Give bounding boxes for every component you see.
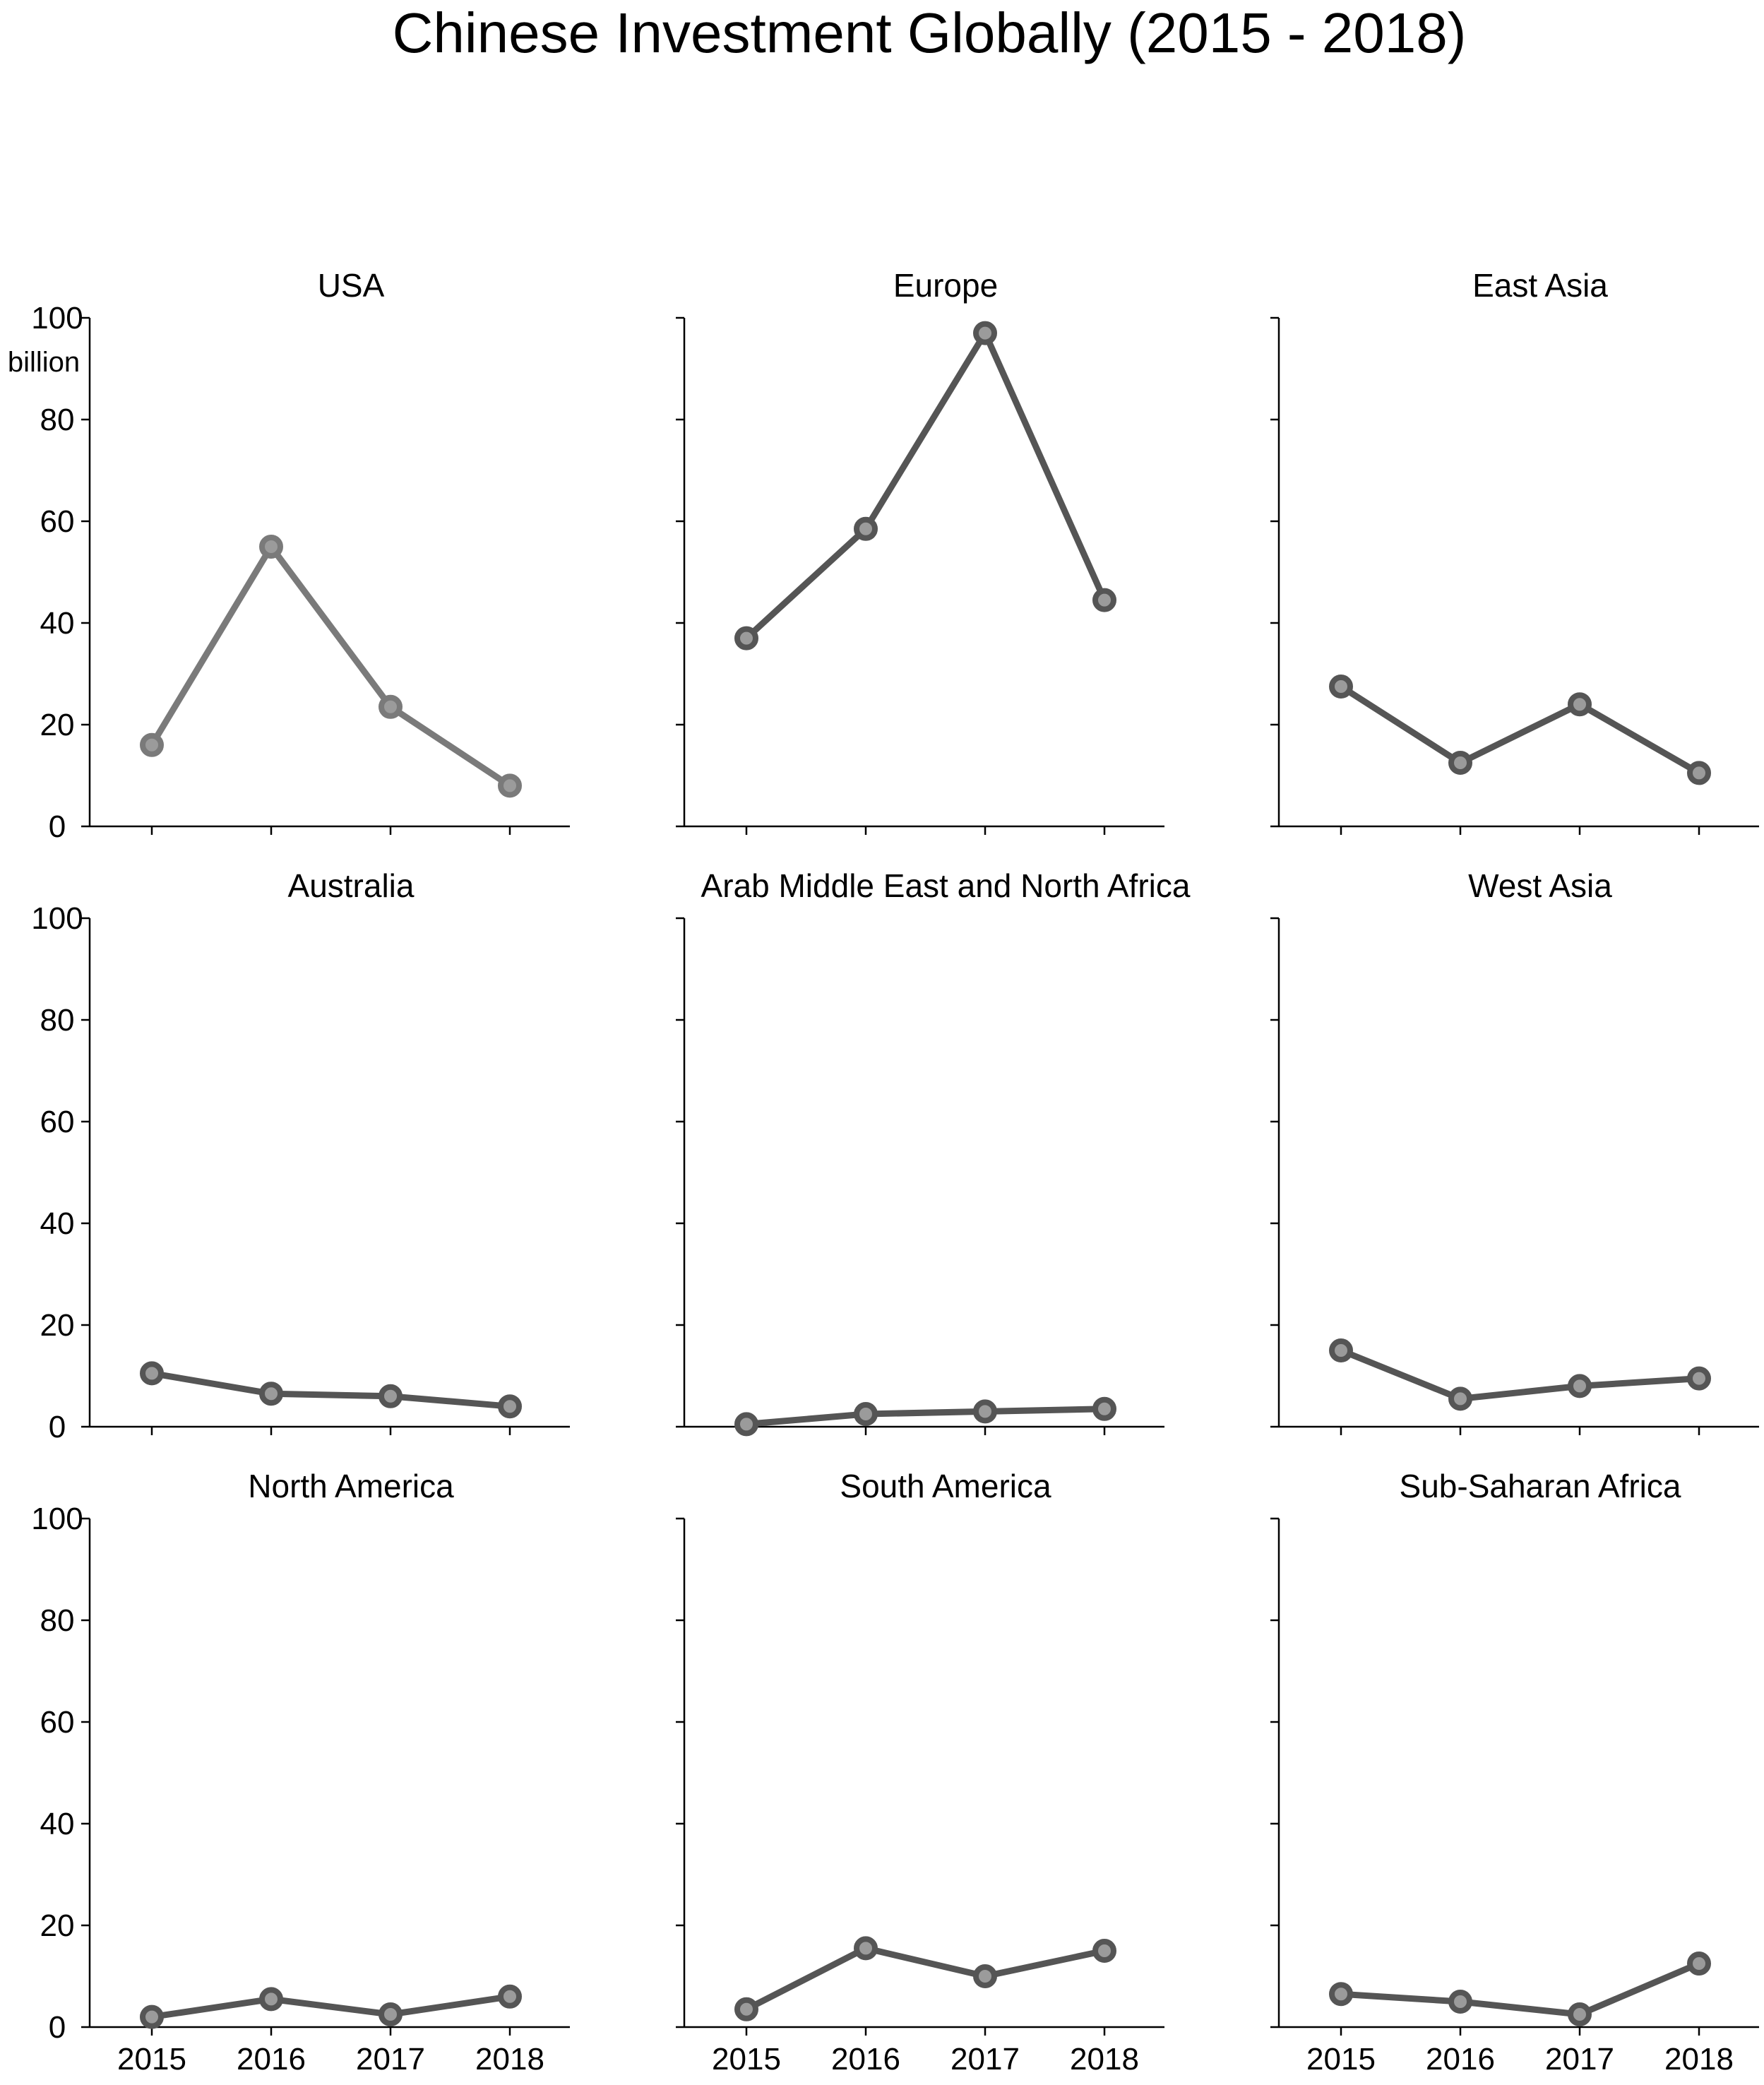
- data-point: [734, 1997, 758, 2021]
- x-tick-label: 2015: [712, 2042, 781, 2077]
- panel-title: West Asia: [1468, 867, 1612, 904]
- series-line: [743, 330, 1108, 642]
- panel-title: South America: [840, 1468, 1051, 1504]
- y-tick-label: 60: [40, 1105, 75, 1139]
- data-point: [973, 1964, 997, 1988]
- y-tick-label: 20: [40, 1308, 75, 1343]
- data-point: [140, 2004, 164, 2029]
- data-point: [734, 1412, 758, 1437]
- series-line: [148, 1993, 513, 2021]
- data-point: [973, 321, 997, 345]
- panel-usa: USA 0 20 40 60 80 100 billion: [8, 267, 570, 844]
- y-tick-label: 60: [40, 1705, 75, 1740]
- series-line: [743, 1944, 1108, 2013]
- y-tick-label: 0: [49, 1410, 66, 1444]
- x-tick-label: 2018: [475, 2042, 544, 2077]
- x-tick-label: 2016: [237, 2042, 306, 2077]
- x-tick-label: 2017: [950, 2042, 1020, 2077]
- series-line: [743, 1406, 1108, 1427]
- y-tick-label: 20: [40, 1908, 75, 1943]
- x-tick-label: 2016: [1426, 2042, 1495, 2077]
- data-point: [379, 694, 403, 719]
- panel-title: Sub-Saharan Africa: [1400, 1468, 1681, 1504]
- data-point: [973, 1399, 997, 1424]
- y-tick-label: 80: [40, 403, 75, 437]
- y-tick-label: 60: [40, 504, 75, 539]
- data-point: [1448, 751, 1472, 775]
- y-tick-label: 40: [40, 606, 75, 641]
- y-tick-label: 100: [31, 1502, 83, 1536]
- y-tick-label: 0: [49, 2010, 66, 2045]
- panel-title: North America: [248, 1468, 454, 1504]
- x-tick-label: 2016: [831, 2042, 900, 2077]
- panel-east-asia: East Asia: [1270, 267, 1759, 835]
- data-point: [140, 732, 164, 757]
- y-tick-label: 40: [40, 1807, 75, 1841]
- data-point: [140, 1361, 164, 1386]
- panel-title: Arab Middle East and North Africa: [701, 867, 1191, 904]
- data-point: [259, 1382, 283, 1406]
- y-tick-label: 0: [49, 809, 66, 844]
- data-point: [379, 1384, 403, 1408]
- panel-west-asia: West Asia: [1270, 867, 1759, 1435]
- panel-europe: Europe: [676, 267, 1164, 835]
- panels-grid: USA 0 20 40 60 80 100 billion Europe East Asia Aus…: [8, 267, 1759, 2077]
- data-point: [1568, 692, 1592, 717]
- y-tick-label: 80: [40, 1003, 75, 1038]
- x-tick-label: 2015: [1306, 2042, 1376, 2077]
- panel-title: Australia: [288, 867, 415, 904]
- data-point: [1687, 761, 1711, 785]
- data-point: [498, 1984, 522, 2009]
- data-point: [854, 1936, 878, 1961]
- panel-arab-middle-east-and-north-africa: Arab Middle East and North Africa: [676, 867, 1191, 1437]
- data-point: [1092, 1939, 1116, 1963]
- x-tick-label: 2015: [117, 2042, 186, 2077]
- data-point: [1448, 1386, 1472, 1411]
- chart-title: Chinese Investment Globally (2015 - 2018…: [393, 1, 1467, 64]
- y-tick-label: 40: [40, 1206, 75, 1241]
- y-tick-label: 80: [40, 1603, 75, 1638]
- panel-sub-saharan-africa: Sub-Saharan Africa 2015 2016 2017 2018: [1270, 1468, 1759, 2077]
- data-point: [259, 1987, 283, 2012]
- data-point: [734, 626, 758, 651]
- series-line: [1337, 683, 1703, 776]
- data-point: [1092, 588, 1116, 612]
- x-tick-label: 2018: [1070, 2042, 1139, 2077]
- data-point: [1329, 675, 1353, 699]
- data-point: [854, 516, 878, 541]
- data-point: [1568, 2002, 1592, 2026]
- panel-south-america: South America 2015 2016 2017 2018: [676, 1468, 1164, 2077]
- x-tick-label: 2018: [1664, 2042, 1734, 2077]
- y-tick-label: 100: [31, 901, 83, 936]
- x-tick-label: 2017: [1545, 2042, 1614, 2077]
- y-tick-label: 100: [31, 301, 83, 335]
- data-point: [379, 2002, 403, 2026]
- y-unit-label: billion: [8, 347, 80, 378]
- panel-title: Europe: [893, 267, 998, 304]
- panel-australia: Australia 0 20 40 60 80 100: [31, 867, 570, 1444]
- data-point: [1448, 1990, 1472, 2014]
- data-point: [1329, 1338, 1353, 1362]
- data-point: [1329, 1982, 1353, 2007]
- series-line: [148, 1370, 513, 1410]
- data-point: [1092, 1396, 1116, 1421]
- y-tick-label: 20: [40, 708, 75, 742]
- data-point: [1568, 1374, 1592, 1398]
- data-point: [498, 773, 522, 798]
- data-point: [854, 1402, 878, 1426]
- series-line: [1337, 1960, 1703, 2018]
- data-point: [259, 535, 283, 559]
- series-line: [1337, 1347, 1703, 1402]
- data-point: [1687, 1952, 1711, 1976]
- data-point: [1687, 1366, 1711, 1391]
- data-point: [498, 1394, 522, 1419]
- panel-north-america: North America 0 20 40 60 80 100 2015 2016 2017 201…: [31, 1468, 570, 2077]
- panel-title: East Asia: [1472, 267, 1608, 304]
- panel-title: USA: [318, 267, 385, 304]
- x-tick-label: 2017: [356, 2042, 425, 2077]
- series-line: [148, 543, 513, 789]
